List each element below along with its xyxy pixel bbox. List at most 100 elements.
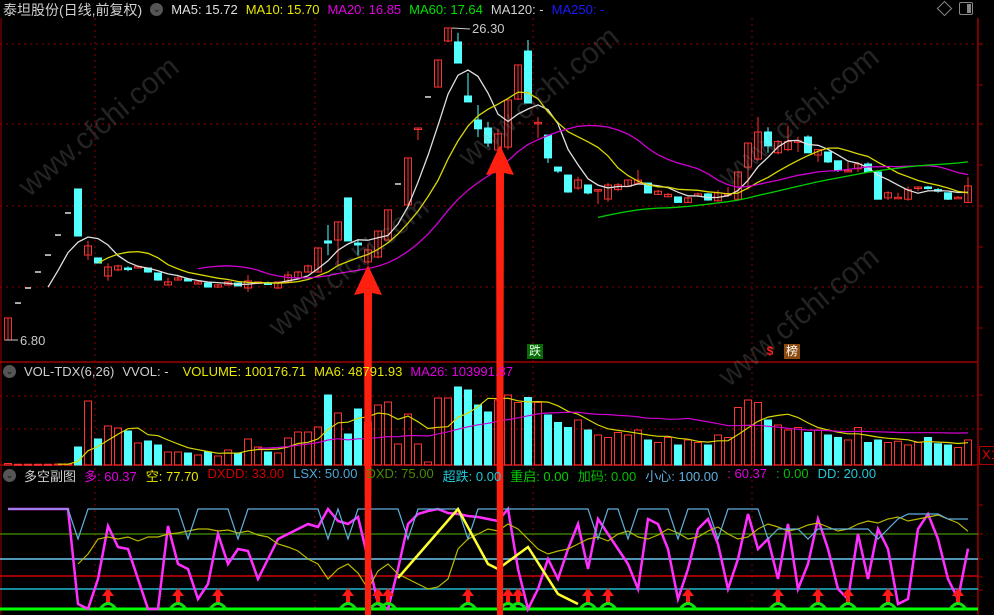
green-bump (878, 602, 898, 610)
high-pointer (451, 27, 471, 30)
chevron-down-icon[interactable]: ⌄ (3, 365, 16, 378)
candle-body (454, 41, 462, 64)
volume-bar (164, 451, 172, 466)
indicator-value: LSX: 50.00 (293, 466, 358, 481)
candle-body (114, 265, 122, 271)
indicator-kong-line (77, 514, 969, 591)
candle-body (354, 242, 362, 246)
candle-body (384, 209, 392, 241)
candle-body (584, 184, 592, 194)
green-bump (98, 602, 118, 610)
volume-bar (204, 451, 212, 466)
indicator-duo-line (8, 506, 970, 613)
candle-body (644, 182, 652, 194)
candle-body (754, 131, 762, 160)
volume-bar (314, 426, 322, 466)
ma5-value: MA5: 15.72 (171, 2, 238, 17)
ma120-value: MA120: - (490, 2, 544, 17)
volume-bar (934, 443, 942, 466)
volume-bar (384, 401, 392, 466)
volume-bar (854, 427, 862, 466)
volume-bar (604, 437, 612, 466)
volume-bar (634, 429, 642, 466)
chevron-down-icon[interactable]: ⌄ (3, 469, 16, 482)
stock-title: 泰坦股份(日线,前复权) (3, 1, 143, 18)
candle-body (534, 121, 542, 125)
volume-bar (234, 452, 242, 466)
high-price-label: 26.30 (472, 21, 505, 36)
volume-bar (574, 419, 582, 466)
panel-toggle-icon[interactable] (959, 2, 973, 15)
green-bump (808, 602, 828, 610)
up-arrow-icon (682, 588, 694, 604)
green-bump (368, 602, 388, 610)
dollar-badge[interactable]: $ (766, 344, 774, 358)
green-bump (338, 602, 358, 610)
green-bump (378, 602, 398, 610)
candle-body (84, 245, 92, 256)
volume-bar (764, 419, 772, 466)
candle-body (214, 284, 222, 288)
volume-bar (534, 402, 542, 466)
volume-bar (354, 408, 362, 466)
volume-bar (754, 402, 762, 466)
up-arrow-icon (102, 588, 114, 604)
volume-bar (414, 443, 422, 466)
up-arrow-icon (382, 588, 394, 604)
volume-bar (524, 397, 532, 466)
candle-body (514, 64, 522, 100)
candle-body (764, 131, 772, 147)
vvol-value: VVOL: - (122, 364, 169, 379)
volume-bar (684, 439, 692, 466)
volume-bar (654, 442, 662, 466)
indicator-title: 多空副图 (24, 469, 77, 484)
indicator-value: 多: 60.37 (84, 469, 137, 484)
volume-bar (664, 437, 672, 466)
volume-bar (374, 404, 382, 466)
candle-body (924, 186, 932, 190)
volume-bar (154, 444, 162, 466)
up-arrow-icon (582, 588, 594, 604)
candle-body (654, 190, 662, 195)
candle-body (554, 166, 562, 172)
chevron-down-icon[interactable]: ⌄ (150, 3, 164, 16)
ma250-value: MA250: - (551, 2, 605, 17)
candle-body (314, 247, 322, 273)
volume-bar (454, 386, 462, 466)
volume-bar (964, 439, 972, 466)
volume-bar (504, 394, 512, 466)
candle-body (164, 281, 172, 286)
candle-body (524, 50, 532, 104)
candle-body (504, 99, 512, 148)
ranking-badge[interactable]: 榜 (784, 344, 800, 359)
candle-body (304, 265, 312, 273)
volume-bar (714, 434, 722, 466)
ma20-line (197, 124, 969, 279)
volume-bar (954, 447, 962, 466)
volume-ma26-value: MA26: 103991.87 (410, 364, 513, 379)
ma60-line (597, 161, 969, 219)
candle-body (124, 267, 132, 270)
fall-badge[interactable]: 跌 (527, 344, 543, 359)
volume-ma6-value: MA6: 48791.93 (314, 364, 403, 379)
volume-bar (864, 442, 872, 466)
candle-body (414, 127, 422, 130)
candle-body (664, 193, 672, 198)
volume-bar (344, 433, 352, 466)
up-arrow-icon (772, 588, 784, 604)
volume-bar (744, 399, 752, 466)
volume-bar (404, 413, 412, 466)
candle-body (874, 171, 882, 200)
candle-body (594, 189, 602, 192)
volume-bar (724, 437, 732, 466)
green-bump (208, 602, 228, 610)
volume-bar (434, 397, 442, 466)
ma5-line (47, 69, 969, 288)
candle-body (544, 134, 552, 159)
volume-bar (944, 444, 952, 466)
up-arrow-icon (502, 588, 514, 604)
candle-body (944, 192, 952, 200)
indicator-value: 小心: 100.00 (645, 469, 719, 484)
volume-bar (824, 434, 832, 466)
